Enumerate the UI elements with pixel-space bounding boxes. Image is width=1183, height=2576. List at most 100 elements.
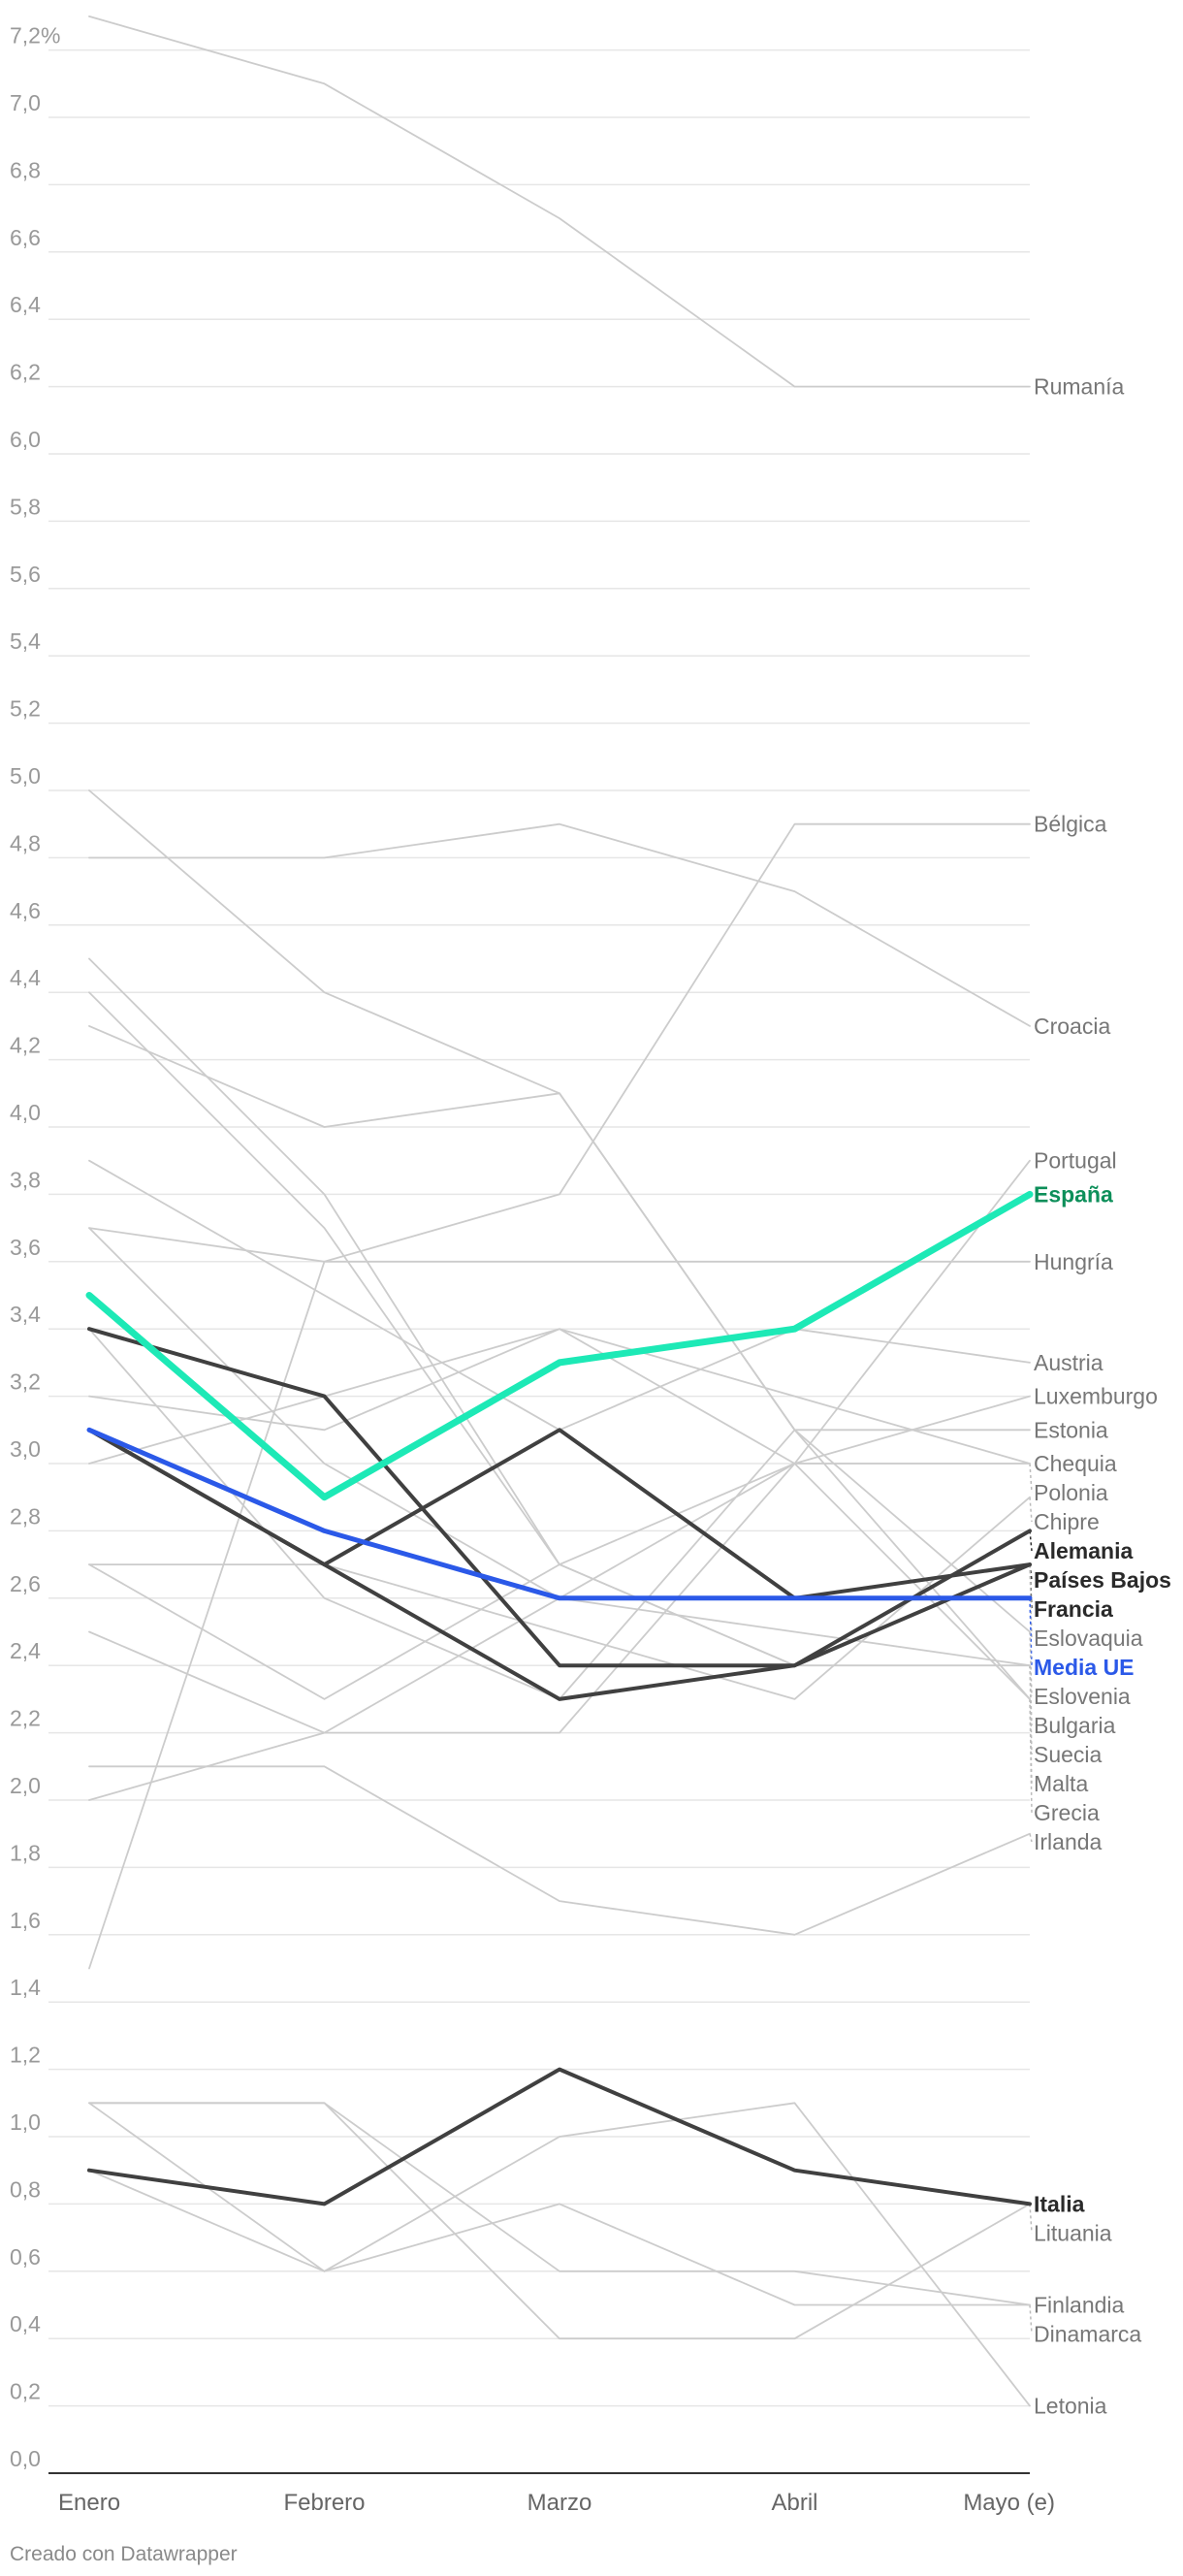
series-label-croacia: Croacia xyxy=(1034,1014,1110,1039)
y-tick-label: 0,6 xyxy=(10,2244,41,2270)
series-label-malta: Malta xyxy=(1034,1771,1088,1796)
series-line-espana xyxy=(85,1190,1034,1501)
y-tick-label: 0,8 xyxy=(10,2176,41,2202)
series-line-chipre xyxy=(88,1159,1031,1801)
series-line-francia xyxy=(87,1428,1032,1701)
leader-line-lituania xyxy=(1029,2204,1033,2234)
series-line-letonia xyxy=(88,2102,1031,2340)
y-tick-label: 2,8 xyxy=(10,1503,41,1529)
series-line-hungria xyxy=(88,1227,1031,1263)
series-line-suecia xyxy=(88,1563,1031,1700)
series-lines xyxy=(85,15,1034,2407)
series-line-estonia xyxy=(88,1025,1031,1432)
y-tick-label: 6,4 xyxy=(10,292,41,317)
y-tick-label: 4,4 xyxy=(10,965,41,990)
series-line-malta xyxy=(88,1463,1031,1734)
series-label-bulgaria: Bulgaria xyxy=(1034,1713,1116,1738)
y-tick-label: 3,8 xyxy=(10,1167,41,1192)
leader-line-chipre xyxy=(1029,1497,1033,1523)
series-line-irlanda xyxy=(88,1765,1031,1936)
series-line-dinamarca xyxy=(88,2102,1031,2306)
series-label-espana: España xyxy=(1034,1181,1113,1207)
y-tick-label: 6,0 xyxy=(10,427,41,452)
y-tick-label: 6,8 xyxy=(10,157,41,182)
y-tick-label: 5,6 xyxy=(10,562,41,587)
series-line-rumania xyxy=(88,15,1031,388)
series-label-lituania: Lituania xyxy=(1034,2220,1112,2245)
series-label-hungria: Hungría xyxy=(1034,1249,1113,1274)
y-tick-label: 4,8 xyxy=(10,830,41,855)
series-label-belgica: Bélgica xyxy=(1034,812,1107,837)
y-tick-label: 1,4 xyxy=(10,1975,41,2000)
leader-line-eslovaquia xyxy=(1029,1564,1033,1639)
series-line-austria xyxy=(88,1159,1031,1432)
series-label-portugal: Portugal xyxy=(1034,1148,1117,1174)
series-label-grecia: Grecia xyxy=(1034,1800,1100,1825)
x-axis: Enero Febrero Marzo Abril Mayo (e) xyxy=(48,2472,1055,2516)
y-tick-label: 0,4 xyxy=(10,2311,41,2336)
series-line-paises-bajos xyxy=(87,1428,1032,1600)
x-tick-label: Enero xyxy=(58,2490,120,2516)
leader-line-alemania xyxy=(1029,1530,1033,1552)
series-label-dinamarca: Dinamarca xyxy=(1034,2322,1141,2347)
leader-line-irlanda xyxy=(1029,1833,1033,1843)
y-tick-label: 2,2 xyxy=(10,1706,41,1731)
series-label-chequia: Chequia xyxy=(1034,1451,1117,1476)
y-tick-label: 1,0 xyxy=(10,2109,41,2135)
series-label-paises-bajos: Países Bajos xyxy=(1034,1567,1171,1593)
leader-line-dinamarca xyxy=(1029,2304,1033,2334)
leader-line-eslovenia xyxy=(1029,1631,1033,1697)
y-tick-label: 0,2 xyxy=(10,2379,41,2404)
series-line-belgica xyxy=(88,822,1031,1027)
y-tick-label: 3,4 xyxy=(10,1302,41,1327)
series-label-chipre: Chipre xyxy=(1034,1509,1100,1534)
label-leader-lines xyxy=(1029,1463,1033,2334)
y-tick-label: 2,6 xyxy=(10,1571,41,1596)
y-tick-label: 0,0 xyxy=(10,2446,41,2471)
y-tick-label: 2,0 xyxy=(10,1773,41,1798)
y-tick-label: 5,4 xyxy=(10,628,41,654)
series-line-eslovenia xyxy=(88,1328,1031,1700)
series-label-estonia: Estonia xyxy=(1034,1417,1108,1442)
series-label-rumania: Rumanía xyxy=(1034,374,1125,400)
y-tick-label: 7,2% xyxy=(10,23,60,48)
series-line-croacia xyxy=(88,789,1031,1700)
y-tick-label: 3,0 xyxy=(10,1436,41,1462)
y-tick-label: 2,4 xyxy=(10,1638,41,1663)
series-label-eslovaquia: Eslovaquia xyxy=(1034,1626,1143,1651)
series-label-irlanda: Irlanda xyxy=(1034,1829,1103,1854)
series-line-lituania xyxy=(88,2102,1031,2407)
y-tick-label: 4,6 xyxy=(10,898,41,923)
leader-line-polonia xyxy=(1029,1463,1033,1494)
series-label-luxemburgo: Luxemburgo xyxy=(1034,1384,1158,1409)
series-label-polonia: Polonia xyxy=(1034,1480,1108,1505)
y-tick-label: 6,2 xyxy=(10,360,41,385)
y-tick-label: 4,2 xyxy=(10,1033,41,1058)
series-label-suecia: Suecia xyxy=(1034,1742,1103,1767)
y-tick-label: 5,2 xyxy=(10,696,41,722)
leader-line-grecia xyxy=(1029,1698,1033,1814)
x-tick-label: Marzo xyxy=(528,2490,592,2516)
series-label-eslovenia: Eslovenia xyxy=(1034,1684,1131,1709)
series-label-letonia: Letonia xyxy=(1034,2394,1107,2419)
y-tick-label: 1,6 xyxy=(10,1908,41,1933)
y-tick-label: 1,2 xyxy=(10,2043,41,2068)
series-label-finlandia: Finlandia xyxy=(1034,2293,1125,2318)
x-tick-label: Mayo (e) xyxy=(963,2490,1055,2516)
y-tick-label: 6,6 xyxy=(10,225,41,250)
x-tick-label: Abril xyxy=(771,2490,817,2516)
series-label-media-ue: Media UE xyxy=(1034,1655,1135,1680)
gridlines xyxy=(48,48,1030,2407)
y-axis-tick-labels: 0,0 0,2 0,4 0,6 0,8 1,0 1,2 1,4 1,6 1,8 2,0 2,2 2,4 2… xyxy=(10,23,60,2471)
series-line-italia xyxy=(87,2067,1032,2206)
series-label-austria: Austria xyxy=(1034,1350,1103,1375)
series-label-francia: Francia xyxy=(1034,1596,1113,1622)
y-tick-label: 7,0 xyxy=(10,90,41,115)
x-tick-label: Febrero xyxy=(283,2490,365,2516)
series-line-media-ue xyxy=(86,1427,1033,1601)
y-tick-label: 5,8 xyxy=(10,494,41,519)
datawrapper-credit: Creado con Datawrapper xyxy=(10,2543,238,2565)
series-label-alemania: Alemania xyxy=(1034,1538,1133,1563)
